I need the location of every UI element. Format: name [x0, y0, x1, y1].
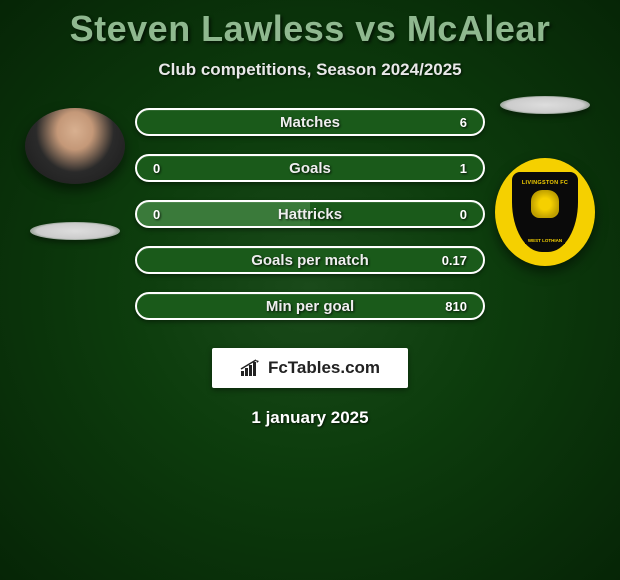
player-left-column	[15, 108, 135, 240]
stat-label-matches: Matches	[280, 114, 340, 131]
player-right-column: LIVINGSTON FC WEST LOTHIAN	[485, 108, 605, 266]
stat-label-gpm: Goals per match	[251, 252, 369, 269]
page-subtitle: Club competitions, Season 2024/2025	[158, 60, 461, 80]
club-badge-right: LIVINGSTON FC WEST LOTHIAN	[495, 158, 595, 266]
comparison-widget: Steven Lawless vs McAlear Club competiti…	[0, 0, 620, 428]
club-name-top: LIVINGSTON FC	[522, 180, 568, 186]
stat-right-gpm: 0.17	[437, 253, 467, 268]
chart-icon	[240, 359, 262, 377]
stat-label-goals: Goals	[289, 160, 331, 177]
stat-label-hattricks: Hattricks	[278, 206, 342, 223]
shadow-ellipse-right	[500, 96, 590, 114]
stat-bars: Matches 6 0 Goals 1 0 Hattricks 0 Goals …	[135, 108, 485, 320]
stat-bar-goals: 0 Goals 1	[135, 154, 485, 182]
stat-right-matches: 6	[437, 115, 467, 130]
stat-left-hattricks: 0	[153, 207, 183, 222]
club-shield: LIVINGSTON FC WEST LOTHIAN	[512, 172, 578, 252]
stats-area: Matches 6 0 Goals 1 0 Hattricks 0 Goals …	[0, 108, 620, 320]
shadow-ellipse-left	[30, 222, 120, 240]
brand-text: FcTables.com	[268, 358, 380, 378]
stat-right-hattricks: 0	[437, 207, 467, 222]
footer: FcTables.com 1 january 2025	[212, 348, 408, 428]
stat-label-mpg: Min per goal	[266, 298, 354, 315]
stat-bar-mpg: Min per goal 810	[135, 292, 485, 320]
stat-bar-hattricks: 0 Hattricks 0	[135, 200, 485, 228]
player-avatar-left	[25, 108, 125, 184]
stat-right-mpg: 810	[437, 299, 467, 314]
club-name-bottom: WEST LOTHIAN	[525, 237, 565, 244]
stat-right-goals: 1	[437, 161, 467, 176]
stat-bar-matches: Matches 6	[135, 108, 485, 136]
lion-icon	[531, 190, 559, 218]
stat-left-goals: 0	[153, 161, 183, 176]
page-title: Steven Lawless vs McAlear	[70, 8, 551, 50]
date-text: 1 january 2025	[251, 408, 368, 428]
brand-logo[interactable]: FcTables.com	[212, 348, 408, 388]
stat-bar-gpm: Goals per match 0.17	[135, 246, 485, 274]
